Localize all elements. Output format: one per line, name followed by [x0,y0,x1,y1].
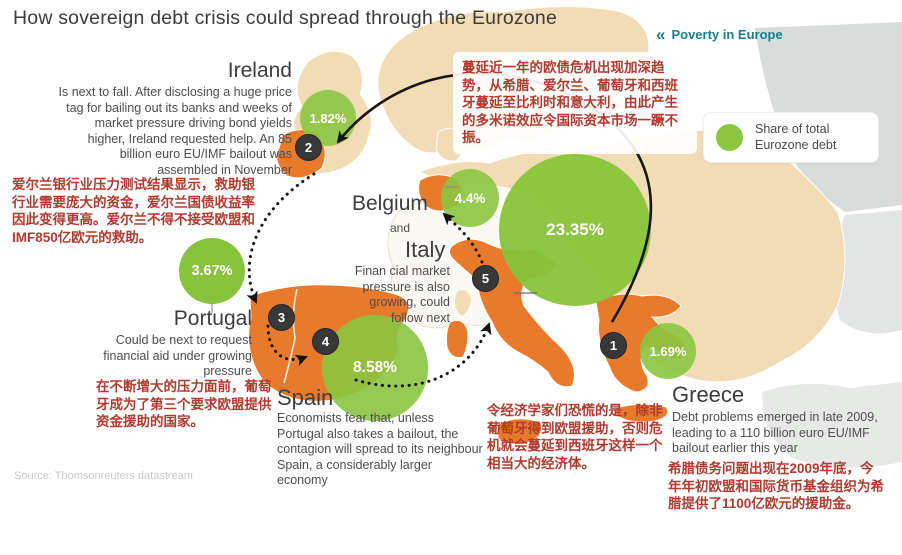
marker-4-spain: 4 [312,328,339,355]
marker-3-portugal: 3 [268,304,295,331]
greece-heading: Greece [672,382,745,407]
legend-label-line1: Share of total [755,122,830,136]
debt-bubble-greece: 1.69% [640,323,696,379]
greece-body: Debt problems emerged in late 2009, lead… [672,410,878,455]
page-title: How sovereign debt crisis could spread t… [13,7,558,29]
poverty-link-label: Poverty in Europe [671,27,783,42]
legend: Share of total Eurozone debt [703,112,879,164]
debt-bubble-spain: 8.58% [322,315,428,421]
debt-bubble-germany: 23.35% [499,154,651,306]
belgium-heading: Belgium [352,192,428,215]
map-sicily [497,418,543,445]
source-credit: Source: Thomsonreuters datastream [14,470,193,482]
legend-bubble-icon [716,124,743,152]
debt-bubble-belgium: 4.4% [441,169,499,227]
map-black-sea-region [833,210,902,334]
portugal-heading: Portugal [173,307,252,330]
spain-body: Economists fear that, unless Portugal al… [277,411,483,487]
overview-note-cn: 蔓延近一年的欧债危机出现加深趋势，从希腊、爱尔兰、葡萄牙和西班牙蔓延至比利时和意… [453,52,697,154]
spain-heading: Spain [277,385,334,410]
legend-label-line2: Eurozone debt [755,137,837,152]
spain-note-cn: 令经济学家们恐慌的是，除非葡萄牙得到欧盟援助，否则危机就会蔓延到西班牙这样一个相… [487,403,663,471]
poverty-in-europe-link[interactable]: « Poverty in Europe [656,26,783,43]
greece-note-cn: 希腊债务问题出现在2009年底，今年年初欧盟和国际货币基金组织为希腊提供了110… [668,461,884,512]
belgium-italy-conj: and [390,221,411,235]
marker-1-greece: 1 [600,332,627,359]
ireland-heading: Ireland [227,59,292,82]
ireland-note-cn: 爱尔兰银行业压力测试结果显示，救助银行业需要庞大的资金，爱尔兰国债收益率因此变得… [12,177,255,245]
ireland-block: Ireland Is next to fall. After disclosin… [58,59,292,178]
map-crete [615,403,669,423]
marker-2-ireland: 2 [295,134,322,161]
ireland-body: Is next to fall. After disclosing a huge… [58,85,292,177]
legend-label: Share of total Eurozone debt [755,122,836,153]
marker-5-italy: 5 [472,265,499,292]
portugal-body: Could be next to request financial aid u… [103,333,252,378]
debt-bubble-portugal: 3.67% [179,238,245,304]
belgium-italy-body: Finan cial market pressure is also growi… [354,264,450,325]
portugal-note-cn: 在不断增大的压力面前，葡萄牙成为了第三个要求欧盟提供资金援助的国家。 [96,379,272,430]
chevron-left-icon: « [656,25,666,44]
map-turkey [762,382,902,468]
map-cyprus [748,352,768,363]
italy-heading: Italy [405,237,446,262]
